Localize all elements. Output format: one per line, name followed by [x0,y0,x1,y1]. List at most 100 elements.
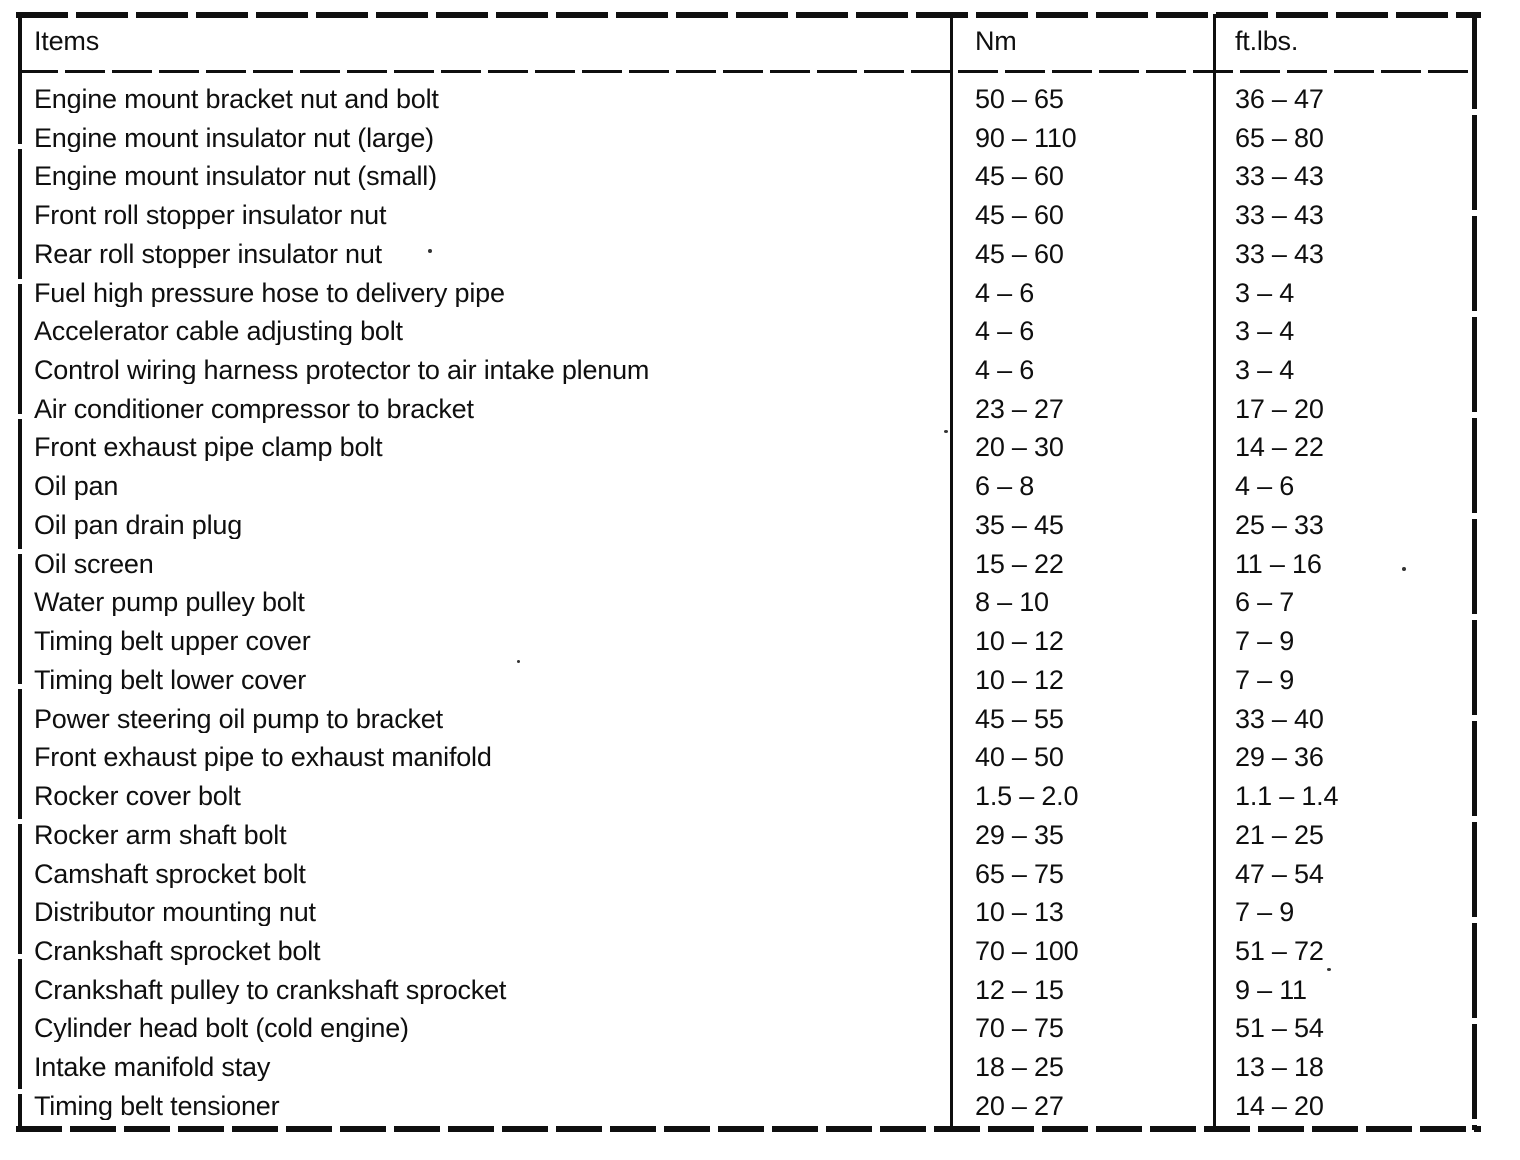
table-row: Rear roll stopper insulator nut 45 – 60 … [18,235,1477,274]
cell-nm: 70 – 100 [975,938,1079,966]
cell-nm: 29 – 35 [975,821,1064,849]
table-row: Oil screen 15 – 22 11 – 16 [18,545,1477,584]
cell-nm: 35 – 45 [975,511,1064,539]
cell-ftlbs: 33 – 43 [1235,163,1324,191]
cell-ftlbs: 14 – 22 [1235,434,1324,462]
cell-ftlbs: 36 – 47 [1235,85,1324,113]
cell-item: Front exhaust pipe clamp bolt [34,434,383,462]
cell-item: Engine mount insulator nut (large) [34,124,434,152]
cell-ftlbs: 7 – 9 [1235,899,1295,927]
column-header-ftlbs: ft.lbs. [1235,27,1299,55]
table-row: Crankshaft pulley to crankshaft sprocket… [18,971,1477,1010]
cell-nm: 10 – 12 [975,666,1064,694]
table-row: Cylinder head bolt (cold engine) 70 – 75… [18,1010,1477,1049]
cell-nm: 10 – 12 [975,628,1064,656]
scan-noise-dot [944,430,948,433]
cell-item: Crankshaft pulley to crankshaft sprocket [34,976,507,1004]
table-row: Accelerator cable adjusting bolt 4 – 6 3… [18,312,1477,351]
cell-ftlbs: 21 – 25 [1235,821,1324,849]
cell-item: Oil pan [34,473,119,501]
torque-spec-table: Items Nm ft.lbs. Engine mount bracket nu… [16,12,1481,1132]
cell-ftlbs: 51 – 72 [1235,938,1324,966]
cell-item: Oil screen [34,550,154,578]
cell-item: Crankshaft sprocket bolt [34,938,321,966]
cell-item: Cylinder head bolt (cold engine) [34,1015,409,1043]
cell-nm: 45 – 60 [975,240,1064,268]
cell-item: Camshaft sprocket bolt [34,860,306,888]
cell-nm: 40 – 50 [975,744,1064,772]
cell-nm: 45 – 60 [975,163,1064,191]
table-row: Engine mount insulator nut (small) 45 – … [18,157,1477,196]
cell-nm: 65 – 75 [975,860,1064,888]
cell-nm: 4 – 6 [975,318,1035,346]
table-body: Engine mount bracket nut and bolt 50 – 6… [18,70,1477,1132]
cell-nm: 23 – 27 [975,395,1064,423]
table-border-bottom [16,1126,1481,1132]
cell-nm: 70 – 75 [975,1015,1064,1043]
cell-ftlbs: 25 – 33 [1235,511,1324,539]
cell-item: Intake manifold stay [34,1054,271,1082]
cell-ftlbs: 13 – 18 [1235,1054,1324,1082]
cell-ftlbs: 11 – 16 [1235,550,1322,578]
cell-item: Power steering oil pump to bracket [34,705,443,733]
cell-nm: 45 – 55 [975,705,1064,733]
cell-ftlbs: 3 – 4 [1235,279,1295,307]
column-header-nm: Nm [975,27,1017,55]
column-divider-items-nm [950,14,953,1130]
table-row: Oil pan drain plug 35 – 45 25 – 33 [18,506,1477,545]
cell-nm: 18 – 25 [975,1054,1064,1082]
cell-nm: 12 – 15 [975,976,1064,1004]
cell-ftlbs: 3 – 4 [1235,357,1295,384]
cell-item: Accelerator cable adjusting bolt [34,318,403,346]
scan-noise-dot [428,249,432,253]
cell-item: Fuel high pressure hose to delivery pipe [34,279,505,307]
cell-item: Oil pan drain plug [34,511,243,539]
cell-ftlbs: 51 – 54 [1235,1015,1324,1043]
cell-item: Water pump pulley bolt [34,589,305,617]
table-row: Power steering oil pump to bracket 45 – … [18,700,1477,739]
cell-ftlbs: 1.1 – 1.4 [1235,783,1339,811]
cell-nm: 1.5 – 2.0 [975,783,1079,811]
table-row: Front roll stopper insulator nut 45 – 60… [18,196,1477,235]
cell-item: Engine mount insulator nut (small) [34,163,437,191]
table-row: Engine mount bracket nut and bolt 50 – 6… [18,80,1477,119]
cell-item: Rocker cover bolt [34,783,241,811]
cell-nm: 45 – 60 [975,202,1064,230]
cell-item: Air conditioner compressor to bracket [34,395,474,423]
cell-item: Front roll stopper insulator nut [34,202,387,230]
cell-item: Rear roll stopper insulator nut [34,240,382,268]
cell-item: Control wiring harness protector to air … [34,357,650,384]
table-row: Front exhaust pipe clamp bolt 20 – 30 14… [18,429,1477,468]
scan-noise-dot [1327,968,1331,971]
cell-ftlbs: 33 – 40 [1235,705,1324,733]
table-row: Camshaft sprocket bolt 65 – 75 47 – 54 [18,855,1477,894]
scan-noise-dot [517,660,520,663]
column-divider-nm-ftlbs [1213,14,1216,1130]
table-row: Engine mount insulator nut (large) 90 – … [18,119,1477,158]
table-row: Oil pan 6 – 8 4 – 6 [18,467,1477,506]
table-row: Rocker arm shaft bolt 29 – 35 21 – 25 [18,816,1477,855]
table-row: Timing belt lower cover 10 – 12 7 – 9 [18,661,1477,700]
table-row: Air conditioner compressor to bracket 23… [18,390,1477,429]
cell-ftlbs: 7 – 9 [1235,628,1295,656]
cell-item: Timing belt upper cover [34,628,311,656]
column-header-items: Items [34,27,100,55]
cell-ftlbs: 9 – 11 [1235,976,1307,1004]
cell-item: Front exhaust pipe to exhaust manifold [34,744,492,772]
table-border-left [18,14,22,1130]
table-row: Fuel high pressure hose to delivery pipe… [18,274,1477,313]
cell-ftlbs: 4 – 6 [1235,473,1295,501]
table-row: Rocker cover bolt 1.5 – 2.0 1.1 – 1.4 [18,777,1477,816]
cell-ftlbs: 33 – 43 [1235,240,1324,268]
cell-ftlbs: 6 – 7 [1235,589,1295,617]
table-row: Timing belt tensioner 20 – 27 14 – 20 [18,1087,1477,1126]
cell-nm: 15 – 22 [975,550,1064,578]
cell-ftlbs: 47 – 54 [1235,860,1324,888]
cell-item: Timing belt tensioner [34,1092,280,1120]
table-row: Water pump pulley bolt 8 – 10 6 – 7 [18,584,1477,623]
cell-item: Rocker arm shaft bolt [34,821,287,849]
cell-nm: 8 – 10 [975,589,1049,617]
cell-ftlbs: 3 – 4 [1235,318,1295,346]
cell-ftlbs: 7 – 9 [1235,666,1295,694]
